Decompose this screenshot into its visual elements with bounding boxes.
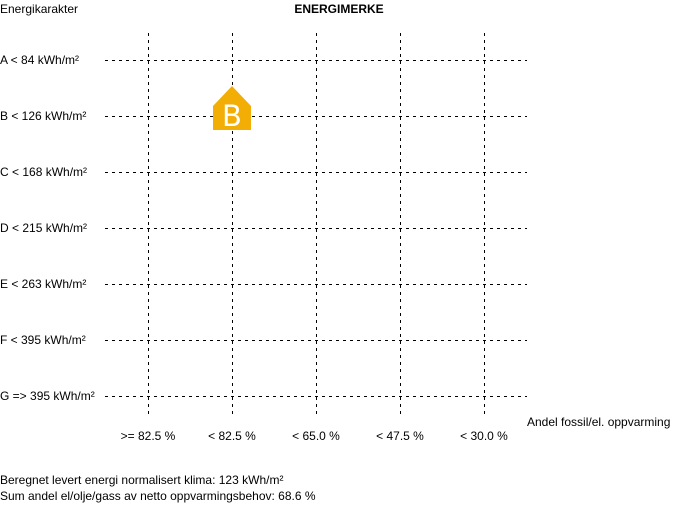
row-label: A < 84 kWh/m² [0,53,79,67]
row-label: C < 168 kWh/m² [0,165,87,179]
row-label: B < 126 kWh/m² [0,109,86,123]
row-label: E < 263 kWh/m² [0,277,86,291]
column-label: < 47.5 % [376,429,424,443]
column-label: >= 82.5 % [121,429,176,443]
row-label: G => 395 kWh/m² [0,389,95,403]
energy-label-chart: Energikarakter ENERGIMERKE Andel fossil/… [0,2,670,443]
row-label: D < 215 kWh/m² [0,221,87,235]
fossil-share-text: Sum andel el/olje/gass av netto oppvarmi… [0,489,316,503]
energy-class-badge-shape [213,86,251,130]
x-axis-title: Andel fossil/el. oppvarming [527,415,670,429]
marker-layer: B [213,86,251,133]
row-labels: A < 84 kWh/m² B < 126 kWh/m² C < 168 kWh/m… [0,53,95,403]
energy-class-letter: B [222,99,242,133]
column-labels: >= 82.5 % < 82.5 % < 65.0 % < 47.5 % < 30.0 … [121,429,509,443]
energy-result-text: Beregnet levert energi normalisert klima… [0,473,284,487]
chart-title: ENERGIMERKE [294,2,383,16]
column-label: < 65.0 % [292,429,340,443]
grid [105,33,527,418]
row-label: F < 395 kWh/m² [0,333,86,347]
y-axis-title: Energikarakter [0,2,78,16]
column-label: < 82.5 % [208,429,256,443]
column-label: < 30.0 % [460,429,508,443]
energy-class-marker: B [213,86,251,133]
